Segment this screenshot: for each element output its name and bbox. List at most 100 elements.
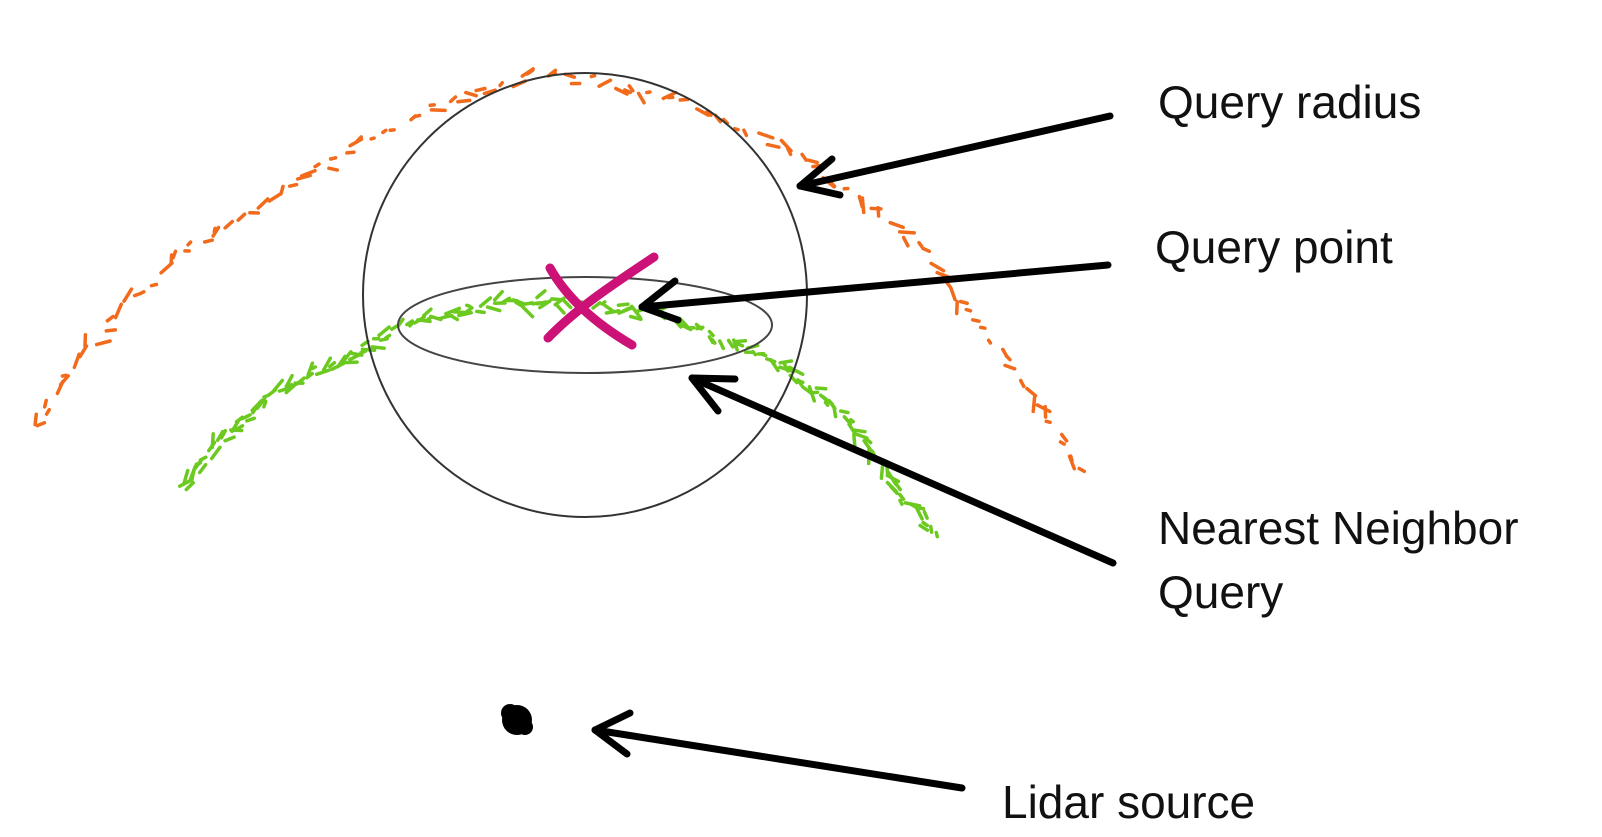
nearest-neighbor-query-label: Nearest Neighbor Query	[1158, 496, 1519, 624]
lidar-source-label: Lidar source	[1002, 770, 1255, 834]
scan-point-stroke	[360, 347, 377, 352]
scan-point-stroke	[345, 150, 356, 155]
scan-point-stroke	[1058, 440, 1066, 446]
scan-point-stroke	[742, 128, 749, 138]
scan-point-stroke	[736, 342, 745, 348]
scan-point-stroke	[796, 378, 805, 385]
scan-point-stroke	[890, 476, 903, 492]
scan-point-stroke	[475, 309, 486, 315]
scan-point-stroke	[412, 113, 422, 119]
arrow-nearest-neighbor	[688, 374, 1117, 567]
scan-point-stroke	[210, 432, 215, 450]
scan-point-stroke	[852, 432, 857, 448]
scan-point-stroke	[306, 361, 315, 377]
scan-point-stroke	[918, 523, 930, 532]
scan-point-stroke	[898, 492, 906, 502]
scan-point-stroke	[1031, 395, 1037, 414]
scan-point-stroke	[1067, 454, 1077, 471]
nearest-neighbor-text-line2: Query	[1158, 566, 1284, 618]
scan-point-stroke	[1035, 403, 1052, 414]
scan-point-stroke	[105, 314, 115, 323]
scan-point-stroke	[814, 386, 828, 391]
scan-point-stroke	[1044, 419, 1052, 425]
scan-point-stroke	[695, 107, 711, 117]
scan-point-stroke	[604, 309, 621, 315]
lidar-source-text: Lidar source	[1002, 776, 1256, 828]
scan-point-stroke	[313, 162, 321, 169]
scan-point-stroke	[369, 136, 376, 141]
nearest-neighbor-text-line1: Nearest Neighbor	[1158, 502, 1519, 554]
scan-point-stroke	[800, 152, 808, 162]
scan-point-stroke	[284, 383, 297, 395]
scan-point-stroke	[482, 88, 497, 96]
scan-point-stroke	[35, 421, 47, 428]
scan-point-stroke	[627, 84, 635, 93]
scan-point-stroke	[245, 416, 257, 423]
scan-point-stroke	[622, 88, 633, 95]
scan-point-stroke	[285, 373, 294, 387]
scan-point-stroke	[889, 484, 899, 496]
scan-point-stroke	[678, 97, 690, 102]
scan-point-stroke	[132, 292, 141, 298]
scan-point-stroke	[562, 298, 573, 310]
scan-point-stroke	[603, 303, 614, 313]
scan-point-stroke	[279, 184, 285, 196]
scan-point-stroke	[707, 329, 715, 338]
scan-point-stroke	[94, 339, 112, 347]
scan-point-stroke	[465, 303, 472, 309]
scan-point-stroke	[921, 520, 929, 528]
scan-point-stroke	[58, 374, 70, 387]
scan-point-stroke	[538, 299, 552, 310]
scan-point-stroke	[838, 409, 850, 415]
scan-point-stroke	[726, 338, 735, 349]
scan-point-stroke	[520, 304, 535, 319]
scan-point-stroke	[202, 238, 215, 244]
scan-point-stroke	[514, 300, 523, 308]
scan-point-stroke	[262, 399, 268, 409]
scan-point-stroke	[328, 360, 337, 369]
scan-point-stroke	[829, 180, 837, 189]
scan-point-stroke	[922, 510, 929, 520]
scan-point-stroke	[359, 349, 367, 355]
scan-point-stroke	[464, 306, 474, 314]
scan-point-stroke	[553, 296, 566, 307]
scan-point-stroke	[617, 305, 634, 315]
scan-point-stroke	[450, 314, 460, 322]
far-scan-points	[33, 67, 1087, 474]
scan-point-stroke	[444, 313, 454, 319]
scan-point-stroke	[917, 240, 924, 249]
scan-point-stroke	[842, 415, 853, 426]
scan-point-stroke	[171, 249, 178, 260]
query-point-text: Query point	[1155, 221, 1393, 273]
scan-point-stroke	[408, 321, 414, 328]
scan-point-stroke	[809, 390, 820, 395]
scan-point-stroke	[628, 314, 643, 322]
scan-point-stroke	[267, 192, 283, 203]
scan-point-stroke	[310, 365, 318, 371]
scan-point-stroke	[778, 359, 794, 365]
scan-point-stroke	[616, 302, 630, 307]
scan-point-stroke	[757, 131, 775, 140]
scan-point-stroke	[492, 289, 504, 302]
scan-point-stroke	[464, 90, 478, 98]
scan-point-stroke	[255, 397, 267, 411]
scan-point-stroke	[954, 299, 959, 316]
scan-point-stroke	[138, 290, 146, 296]
scan-point-stroke	[349, 351, 364, 357]
scan-point-stroke	[429, 108, 447, 113]
scan-point-stroke	[104, 328, 118, 333]
scan-point-stroke	[550, 297, 562, 302]
scan-point-stroke	[113, 302, 124, 320]
scan-point-stroke	[860, 196, 866, 215]
scan-point-stroke	[149, 282, 159, 288]
scan-point-stroke	[262, 394, 269, 399]
lidar-source-dot-icon	[501, 704, 533, 735]
scan-point-stroke	[928, 524, 934, 534]
scan-point-stroke	[597, 78, 613, 88]
scan-point-stroke	[381, 128, 388, 135]
scan-point-stroke	[949, 286, 957, 302]
scan-point-stroke	[456, 98, 472, 104]
scan-point-stroke	[355, 135, 363, 143]
scan-point-stroke	[765, 357, 777, 364]
